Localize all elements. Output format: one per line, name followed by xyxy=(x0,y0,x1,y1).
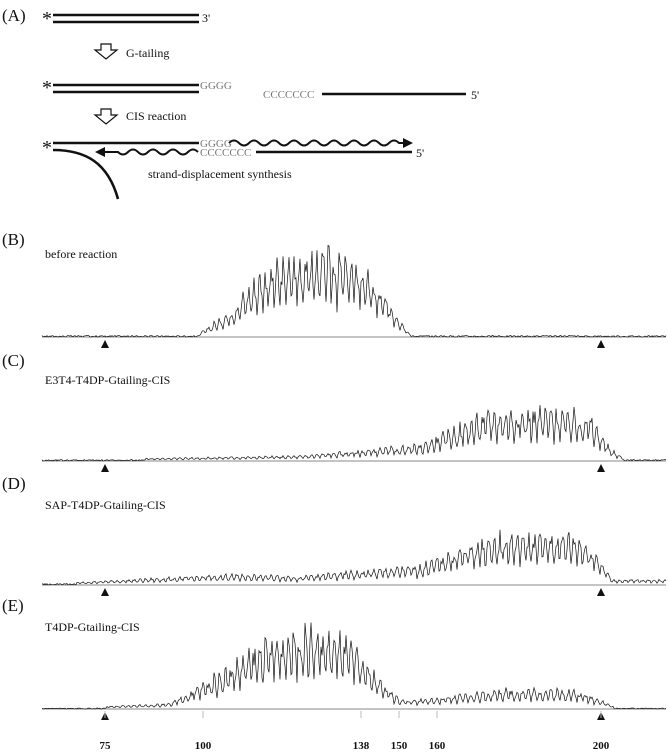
panel-label-a: (A) xyxy=(2,6,26,25)
panel-label-d: (D) xyxy=(2,474,26,493)
panel-label-e: (E) xyxy=(2,596,24,615)
end-label-5prime-bottom: 5' xyxy=(416,146,424,160)
marker-triangle-200 xyxy=(597,588,605,596)
axis-label-150: 150 xyxy=(391,740,408,752)
arrowhead-left-icon xyxy=(95,147,105,157)
trace-panel-c: (C) E3T4-T4DP-Gtailing-CIS xyxy=(2,351,667,472)
axis-label-200: 200 xyxy=(593,740,610,752)
schematic-panel: (A) * 3' G-tailing * GGGG CCCCCCC 5' CIS… xyxy=(2,6,479,200)
panel-title-b: before reaction xyxy=(45,247,117,261)
marker-triangle-200 xyxy=(597,464,605,472)
trace-panel-b: (B) before reaction xyxy=(2,230,667,348)
end-label-5prime-top: 5' xyxy=(471,88,479,102)
down-arrow-icon xyxy=(93,43,119,60)
label-star-1: * xyxy=(42,8,52,30)
displaced-strand xyxy=(52,148,120,200)
axis-label-100: 100 xyxy=(195,740,212,752)
g-tail-sequence-2: GGGG xyxy=(200,138,232,150)
displacement-label: strand-displacement synthesis xyxy=(148,167,292,181)
c-primer-sequence-2: CCCCCCC xyxy=(200,147,251,159)
label-star-3: * xyxy=(42,137,52,159)
marker-triangle-75 xyxy=(101,340,109,348)
electropherogram-trace-c xyxy=(41,405,667,462)
end-label-3prime: 3' xyxy=(202,11,210,25)
wavy-synthesis-reverse xyxy=(104,148,199,156)
marker-triangle-75 xyxy=(101,464,109,472)
axis-label-160: 160 xyxy=(429,740,446,752)
g-tail-sequence: GGGG xyxy=(200,80,232,92)
step-label-cis-reaction: CIS reaction xyxy=(126,109,186,123)
panel-label-c: (C) xyxy=(2,351,25,370)
trace-panel-d: (D) SAP-T4DP-Gtailing-CIS xyxy=(2,474,667,596)
arrowhead-right-icon xyxy=(403,138,413,148)
wavy-synthesis-forward xyxy=(228,139,403,147)
axis-label-75: 75 xyxy=(100,740,112,752)
axis-label-138: 138 xyxy=(353,740,370,752)
panel-title-c: E3T4-T4DP-Gtailing-CIS xyxy=(45,373,170,387)
electropherogram-trace-d xyxy=(42,529,667,586)
panel-title-e: T4DP-Gtailing-CIS xyxy=(45,620,140,634)
marker-triangle-75 xyxy=(101,588,109,596)
label-star-2: * xyxy=(42,77,52,99)
electropherogram-trace-e xyxy=(41,622,667,710)
step-label-g-tailing: G-tailing xyxy=(126,46,169,60)
c-primer-sequence: CCCCCCC xyxy=(263,89,314,101)
panel-title-d: SAP-T4DP-Gtailing-CIS xyxy=(45,498,166,512)
electropherogram-trace-b xyxy=(41,244,667,338)
panel-label-b: (B) xyxy=(2,230,25,249)
trace-panel-e: (E) T4DP-Gtailing-CIS xyxy=(2,596,667,720)
marker-triangle-200 xyxy=(597,340,605,348)
size-axis: 75 100 138 150 160 200 xyxy=(100,711,610,752)
down-arrow-icon xyxy=(93,108,119,125)
